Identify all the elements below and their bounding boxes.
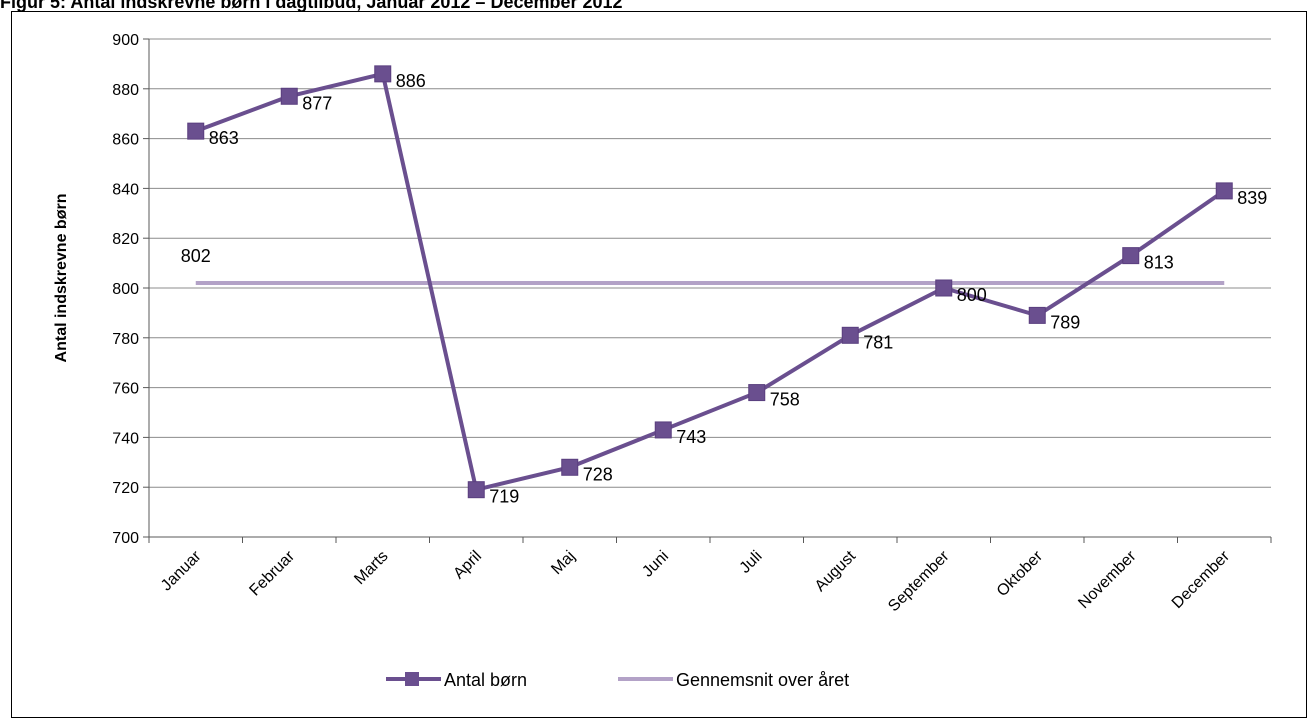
series-line-antal-born bbox=[195, 71, 1226, 492]
data-label: 886 bbox=[396, 71, 426, 91]
data-label: 863 bbox=[209, 128, 239, 148]
data-point-marker bbox=[654, 421, 672, 439]
data-label: 743 bbox=[676, 427, 706, 447]
data-label: 728 bbox=[583, 464, 613, 484]
y-tick-label: 760 bbox=[112, 381, 139, 398]
y-tick-label: 740 bbox=[112, 430, 139, 447]
data-point-marker bbox=[374, 65, 392, 83]
axes: 700 720 740 760 780 800 820 840 860 880 900 Januar F… bbox=[112, 32, 1272, 615]
x-tick-label: Juni bbox=[639, 548, 672, 581]
legend-marker-antal-born bbox=[405, 672, 419, 686]
y-tick-label: 720 bbox=[112, 480, 139, 497]
legend: Antal børn Gennemsnit over året bbox=[386, 670, 849, 690]
data-point-marker bbox=[1028, 306, 1046, 324]
data-label: 839 bbox=[1237, 188, 1267, 208]
legend-label-average: Gennemsnit over året bbox=[676, 670, 849, 690]
data-label: 800 bbox=[957, 285, 987, 305]
x-tick-label: Januar bbox=[158, 547, 205, 594]
x-tick-label: August bbox=[812, 547, 860, 595]
data-labels: 802 863 877 886 719 728 743 758 781 800 789 813 839 bbox=[181, 71, 1268, 507]
x-tick-label: Februar bbox=[246, 547, 298, 599]
y-tick-label: 700 bbox=[112, 530, 139, 547]
average-data-label: 802 bbox=[181, 246, 211, 266]
data-label: 789 bbox=[1050, 312, 1080, 332]
y-tick-label: 820 bbox=[112, 231, 139, 248]
data-point-marker bbox=[841, 326, 859, 344]
data-label: 813 bbox=[1144, 253, 1174, 273]
y-axis-title: Antal indskrevne børn bbox=[53, 194, 70, 363]
data-point-marker bbox=[561, 458, 579, 476]
data-label: 781 bbox=[863, 332, 893, 352]
y-tick-label: 780 bbox=[112, 331, 139, 348]
x-tick-label: September bbox=[885, 547, 953, 615]
y-tick-label: 880 bbox=[112, 82, 139, 99]
x-tick-label: December bbox=[1169, 547, 1234, 612]
y-tick-label: 800 bbox=[112, 281, 139, 298]
x-tick-label: April bbox=[450, 548, 485, 583]
data-point-marker bbox=[280, 87, 298, 105]
y-tick-label: 840 bbox=[112, 181, 139, 198]
page-title: Figur 5: Antal indskrevne børn i dagtilb… bbox=[0, 0, 623, 12]
y-tick-label: 900 bbox=[112, 32, 139, 49]
x-tick-label: Oktober bbox=[994, 547, 1047, 600]
x-tick-label: Maj bbox=[548, 548, 578, 578]
data-label: 877 bbox=[302, 93, 332, 113]
legend-label-antal-born: Antal børn bbox=[444, 670, 527, 690]
data-point-marker bbox=[935, 279, 953, 297]
x-tick-label: November bbox=[1075, 547, 1140, 612]
series-layer bbox=[187, 65, 1233, 499]
y-tick-label: 860 bbox=[112, 132, 139, 149]
data-point-marker bbox=[467, 481, 485, 499]
x-tick-label: Juli bbox=[737, 548, 766, 577]
data-label: 758 bbox=[770, 390, 800, 410]
data-point-marker bbox=[1122, 247, 1140, 265]
line-chart: 700 720 740 760 780 800 820 840 860 880 900 Januar F… bbox=[53, 32, 1272, 690]
data-point-marker bbox=[187, 122, 205, 140]
data-point-marker bbox=[748, 384, 766, 402]
x-tick-label: Marts bbox=[351, 548, 391, 588]
data-point-marker bbox=[1215, 182, 1233, 200]
chart-frame: 700 720 740 760 780 800 820 840 860 880 900 Januar F… bbox=[11, 11, 1307, 718]
gridlines bbox=[149, 38, 1271, 488]
data-label: 719 bbox=[489, 487, 519, 507]
